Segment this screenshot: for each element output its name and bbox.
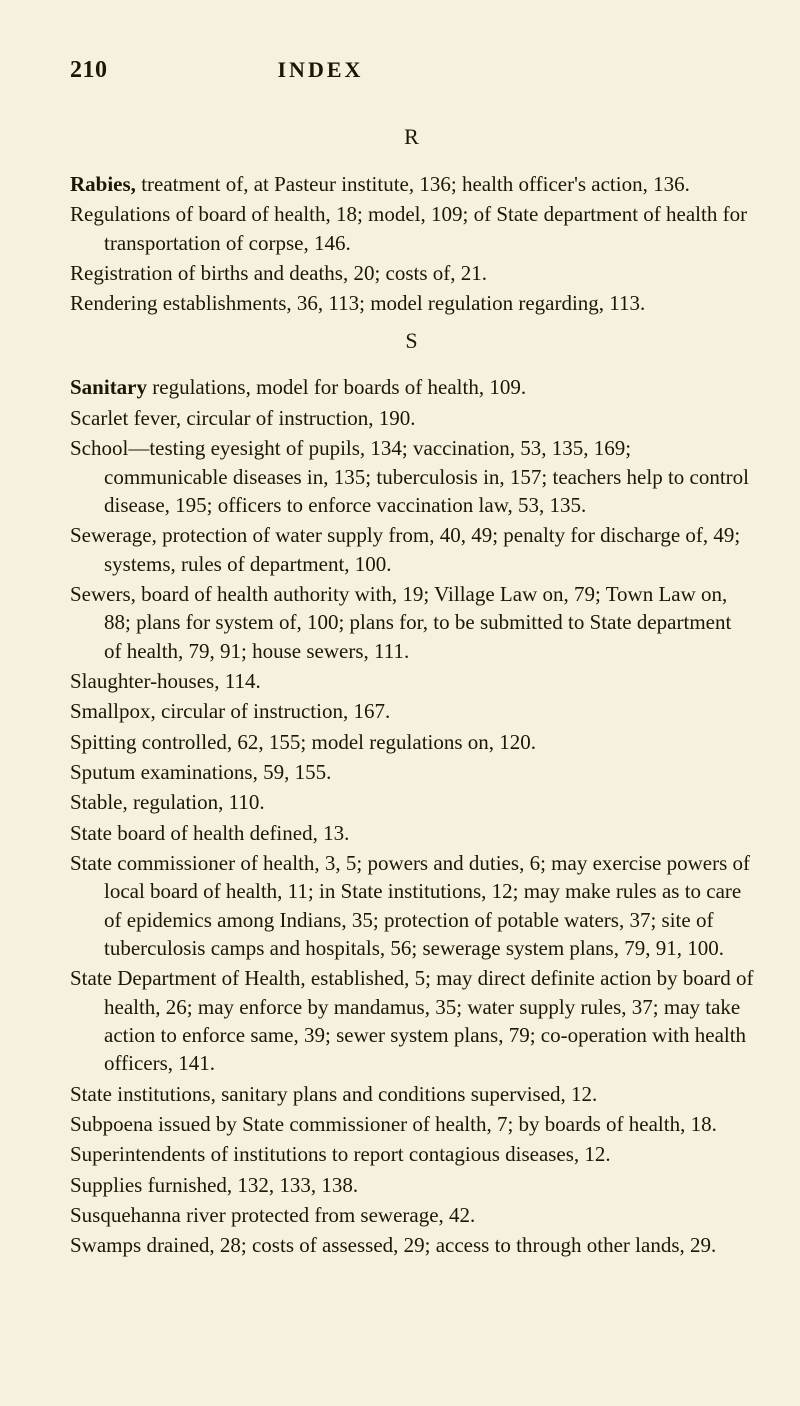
entry-rest: circular of instruction, 167. — [156, 699, 390, 723]
entry-lead: School — [70, 436, 128, 460]
entry-lead: State — [70, 851, 112, 875]
index-entry: Registration of births and deaths, 20; c… — [70, 259, 754, 287]
entry-rest: —testing eyesight of pupils, 134; vaccin… — [104, 436, 749, 517]
entry-rest: examinations, 59, 155. — [135, 760, 331, 784]
entry-rest: issued by State commissioner of health, … — [153, 1112, 717, 1136]
entry-lead: Slaughter-houses, — [70, 669, 219, 693]
entry-lead: Superintendents — [70, 1142, 205, 1166]
entry-rest: of births and deaths, 20; costs of, 21. — [173, 261, 487, 285]
index-entry: Supplies furnished, 132, 133, 138. — [70, 1171, 754, 1199]
entry-lead: Rendering — [70, 291, 157, 315]
index-entry: Sewers, board of health authority with, … — [70, 580, 754, 665]
entry-lead: Spitting — [70, 730, 137, 754]
entry-lead: Supplies — [70, 1173, 142, 1197]
entry-lead: Susquehanna — [70, 1203, 181, 1227]
entry-rest: 114. — [219, 669, 260, 693]
entry-rest: of institutions to report contagious dis… — [205, 1142, 610, 1166]
entry-rest: fever, circular of instruction, 190. — [128, 406, 415, 430]
entry-lead: Subpoena — [70, 1112, 153, 1136]
entry-rest: regulation, 110. — [128, 790, 265, 814]
page-container: 210 INDEX R Rabies, treatment of, at Pas… — [0, 0, 800, 1406]
entry-rest: of board of health, 18; model, 109; of S… — [104, 202, 747, 254]
entry-lead: Sanitary — [70, 375, 147, 399]
index-entry: Superintendents of institutions to repor… — [70, 1140, 754, 1168]
entry-rest: board of health authority with, 19; Vill… — [104, 582, 731, 663]
entry-lead: Stable, — [70, 790, 128, 814]
index-entry: State commissioner of health, 3, 5; powe… — [70, 849, 754, 962]
entry-rest: regulations, model for boards of health,… — [147, 375, 526, 399]
entry-rest: treatment of, at Pasteur institute, 136;… — [136, 172, 690, 196]
entry-rest: establishments, 36, 113; model regulatio… — [157, 291, 645, 315]
index-entry: Sanitary regulations, model for boards o… — [70, 373, 754, 401]
entry-lead: Rabies, — [70, 172, 136, 196]
entry-rest: controlled, 62, 155; model regulations o… — [137, 730, 537, 754]
entry-rest: drained, 28; costs of assessed, 29; acce… — [141, 1233, 716, 1257]
section-letter-s: S — [70, 326, 754, 356]
index-entry: Sputum examinations, 59, 155. — [70, 758, 754, 786]
entry-rest: commissioner of health, 3, 5; powers and… — [104, 851, 750, 960]
entry-lead: Regulations — [70, 202, 170, 226]
index-entry: School—testing eyesight of pupils, 134; … — [70, 434, 754, 519]
page-header: 210 INDEX — [70, 54, 754, 86]
index-entry: Rendering establishments, 36, 113; model… — [70, 289, 754, 317]
entry-rest: river protected from sewerage, 42. — [181, 1203, 475, 1227]
index-entry: Sewerage, protection of water supply fro… — [70, 521, 754, 578]
page-title: INDEX — [278, 55, 364, 85]
entry-rest: institutions, sanitary plans and conditi… — [112, 1082, 597, 1106]
index-entry: State board of health defined, 13. — [70, 819, 754, 847]
index-entry: Spitting controlled, 62, 155; model regu… — [70, 728, 754, 756]
entry-lead: State — [70, 966, 112, 990]
index-entry: Regulations of board of health, 18; mode… — [70, 200, 754, 257]
entry-lead: Registration — [70, 261, 173, 285]
entry-lead: Sewerage, — [70, 523, 157, 547]
index-entry: Rabies, treatment of, at Pasteur institu… — [70, 170, 754, 198]
entry-rest: furnished, 132, 133, 138. — [142, 1173, 358, 1197]
entry-lead: Smallpox, — [70, 699, 156, 723]
entry-rest: protection of water supply from, 40, 49;… — [104, 523, 740, 575]
index-entry: Smallpox, circular of instruction, 167. — [70, 697, 754, 725]
index-entry: Subpoena issued by State commissioner of… — [70, 1110, 754, 1138]
index-entry: Stable, regulation, 110. — [70, 788, 754, 816]
entry-rest: board of health defined, 13. — [112, 821, 349, 845]
section-letter-r: R — [70, 122, 754, 152]
index-entry: State institutions, sanitary plans and c… — [70, 1080, 754, 1108]
entry-lead: Sputum — [70, 760, 135, 784]
entry-lead: Sewers, — [70, 582, 136, 606]
entry-lead: Scarlet — [70, 406, 128, 430]
index-entry: Swamps drained, 28; costs of assessed, 2… — [70, 1231, 754, 1259]
index-entry: Slaughter-houses, 114. — [70, 667, 754, 695]
page-number: 210 — [70, 54, 108, 86]
entry-lead: State — [70, 1082, 112, 1106]
index-entry: Scarlet fever, circular of instruction, … — [70, 404, 754, 432]
index-entry: State Department of Health, established,… — [70, 964, 754, 1077]
entry-rest: Department of Health, established, 5; ma… — [104, 966, 753, 1075]
index-entry: Susquehanna river protected from sewerag… — [70, 1201, 754, 1229]
entry-lead: State — [70, 821, 112, 845]
entry-lead: Swamps — [70, 1233, 141, 1257]
